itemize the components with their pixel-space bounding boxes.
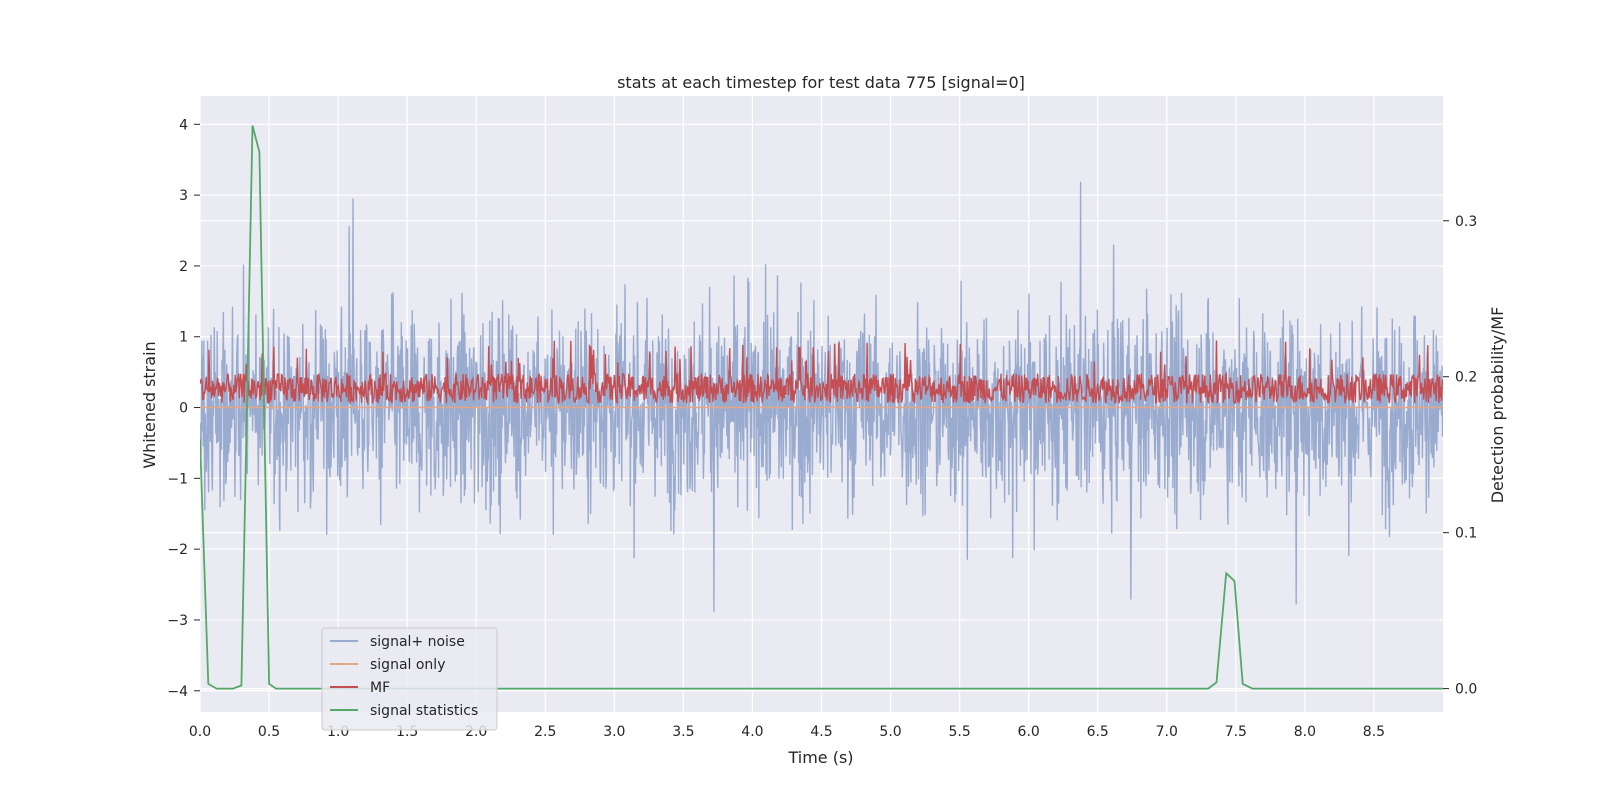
legend-label: signal statistics xyxy=(370,703,478,719)
legend-label: MF xyxy=(370,680,390,696)
y-tick-label: −2 xyxy=(167,542,188,558)
x-tick-label: 8.0 xyxy=(1294,724,1316,740)
y-tick-label: 3 xyxy=(179,188,188,204)
series-layer xyxy=(200,125,1443,690)
legend-label: signal+ noise xyxy=(370,634,465,650)
x-tick-label: 4.0 xyxy=(741,724,763,740)
x-tick-label: 6.5 xyxy=(1087,724,1109,740)
legend-box xyxy=(321,627,498,731)
y-axis: 4 3 2 1 0 −1 −2 −3 −4 xyxy=(167,117,200,700)
x-tick-label: 8.5 xyxy=(1363,724,1385,740)
series-signal-statistics xyxy=(200,125,1443,690)
y-tick-label: −1 xyxy=(167,471,188,487)
x-tick-label: 6.0 xyxy=(1018,724,1040,740)
x-tick-label: 0.0 xyxy=(189,724,211,740)
y2-tick-label: 0.1 xyxy=(1455,526,1477,542)
y2-tick-label: 0.2 xyxy=(1455,370,1477,386)
y2-tick-label: 0.3 xyxy=(1455,214,1477,230)
x-tick-label: 3.5 xyxy=(672,724,694,740)
x-axis: 0.0 0.5 1.0 1.5 2.0 2.5 3.0 3.5 4.0 4.5 5.0 5.5 6.0 6… xyxy=(189,724,1385,740)
y-tick-label: 0 xyxy=(179,401,188,417)
y-axis-label: Whitened strain xyxy=(140,341,159,468)
legend-label: signal only xyxy=(370,657,445,673)
x-axis-label: Time (s) xyxy=(787,748,853,767)
y2-axis: 0.3 0.2 0.1 0.0 xyxy=(1443,214,1477,698)
x-tick-label: 0.5 xyxy=(258,724,280,740)
y-tick-label: 2 xyxy=(179,259,188,275)
series-mf xyxy=(200,340,1443,406)
y2-tick-label: 0.0 xyxy=(1455,682,1477,698)
y-tick-label: −4 xyxy=(167,684,188,700)
y-tick-label: 1 xyxy=(179,330,188,346)
x-tick-label: 5.0 xyxy=(879,724,901,740)
x-tick-label: 7.5 xyxy=(1225,724,1247,740)
y2-axis-label: Detection probability/MF xyxy=(1488,307,1507,504)
x-tick-label: 3.0 xyxy=(603,724,625,740)
legend: signal+ noise signal only MF signal statist… xyxy=(321,627,498,731)
y-tick-label: −3 xyxy=(167,613,188,629)
x-tick-label: 5.5 xyxy=(948,724,970,740)
y-tick-label: 4 xyxy=(179,117,188,133)
chart-title: stats at each timestep for test data 775… xyxy=(617,73,1025,92)
x-tick-label: 4.5 xyxy=(810,724,832,740)
x-tick-label: 7.0 xyxy=(1156,724,1178,740)
x-tick-label: 2.5 xyxy=(534,724,556,740)
